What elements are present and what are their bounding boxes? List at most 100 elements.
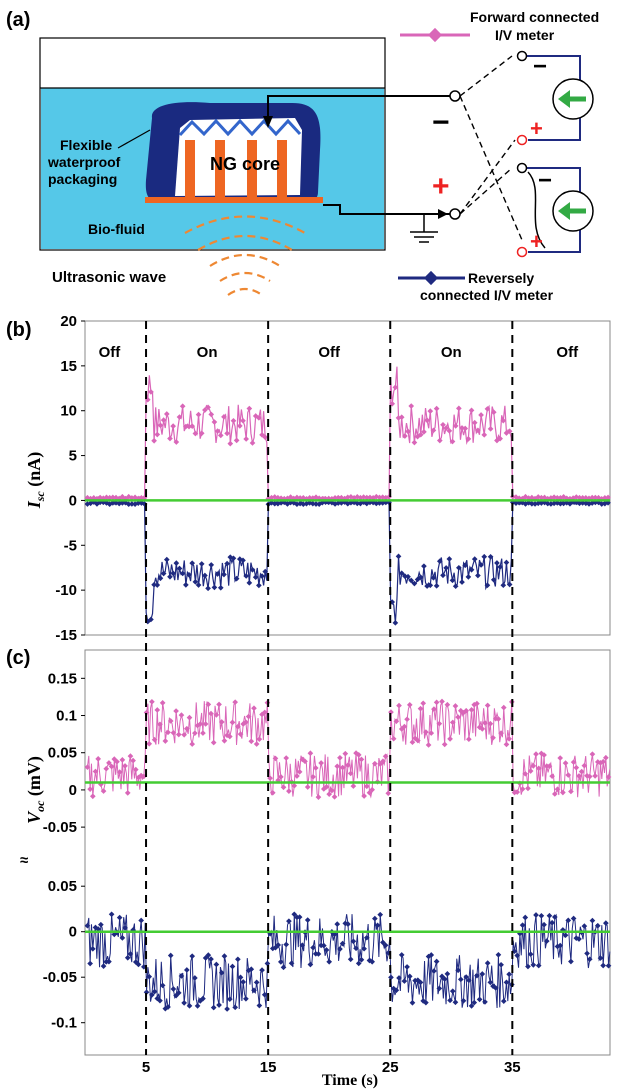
- plot-b-ytick: 5: [69, 448, 77, 465]
- packaging-pointer: [117, 129, 151, 149]
- plot-c-marker-reverse: [224, 1006, 230, 1012]
- plot-c-marker-forward: [406, 701, 413, 708]
- plot-b-marker-reverse: [449, 577, 456, 584]
- forward-meter-plus: +: [530, 116, 543, 141]
- plot-c-marker-forward: [347, 770, 354, 777]
- plot-c-marker-reverse: [337, 946, 343, 952]
- plot-c-marker-reverse: [167, 952, 174, 959]
- plot-b-marker-forward: [154, 431, 161, 438]
- plot-c-marker-forward: [498, 730, 504, 736]
- plot-c-marker-reverse: [122, 925, 128, 931]
- plot-c-marker-reverse: [428, 952, 435, 958]
- plot-c-marker-forward: [463, 707, 470, 714]
- plot-b-marker-forward: [402, 433, 408, 439]
- plot-b-marker-reverse: [183, 582, 189, 588]
- plot-b-marker-reverse: [506, 581, 513, 588]
- packaging-label-line3: packaging: [48, 171, 117, 187]
- plot-b-marker-reverse: [170, 570, 176, 577]
- plot-c-marker-reverse: [243, 995, 249, 1002]
- plot-c-marker-reverse: [216, 1002, 222, 1008]
- plot-c-upper-ytick: 0.15: [48, 670, 77, 687]
- plot-c-marker-reverse: [417, 979, 424, 986]
- plot-c-marker-forward: [500, 704, 507, 711]
- plot-c-marker-reverse: [347, 956, 354, 963]
- plot-c-marker-reverse: [479, 971, 486, 977]
- plot-c-marker-reverse: [165, 1004, 171, 1010]
- plot-c-marker-forward: [605, 774, 612, 780]
- plot-b-marker-reverse: [154, 582, 161, 588]
- plot-c-marker-forward: [181, 731, 187, 738]
- plot-c-xtick: 15: [260, 1059, 277, 1076]
- plot-c-marker-forward: [603, 754, 609, 761]
- plot-c-series-reverse: [86, 913, 611, 1010]
- plot-c-marker-forward: [474, 700, 480, 707]
- plot-b-marker-reverse: [252, 574, 259, 581]
- plot-c-marker-forward: [232, 699, 239, 706]
- plot-c-marker-forward: [205, 701, 212, 708]
- plot-c-marker-reverse: [108, 911, 115, 918]
- plot-c-marker-forward: [170, 729, 177, 736]
- plot-c-marker-reverse: [487, 979, 494, 986]
- plot-b-marker-reverse: [176, 565, 183, 572]
- plot-c-marker-reverse: [388, 974, 394, 981]
- plot-c-marker-reverse: [87, 960, 93, 967]
- plot-c-marker-reverse: [232, 1004, 239, 1011]
- reverse-legend-line2: connected I/V meter: [420, 287, 554, 303]
- plot-b-marker-reverse: [405, 573, 411, 580]
- plot-b-marker-forward: [443, 425, 449, 431]
- plot-c-marker-reverse: [350, 938, 357, 945]
- meter-connections: [459, 55, 523, 241]
- plot-b-marker-forward: [233, 437, 240, 444]
- plot-b-marker-forward: [452, 423, 459, 429]
- nanowire-3: [247, 140, 257, 197]
- plot-c-marker-reverse: [307, 961, 314, 968]
- forward-legend-line2: I/V meter: [495, 27, 555, 43]
- plot-b-marker-forward: [475, 427, 481, 434]
- plot-c-marker-forward: [431, 706, 437, 712]
- plot-c-marker-forward: [213, 712, 220, 718]
- plot-c-marker-forward: [380, 758, 386, 765]
- plot-b-marker-reverse: [214, 571, 221, 577]
- plot-b-marker-reverse: [411, 580, 418, 587]
- plot-c-marker-reverse: [253, 979, 260, 986]
- plot-c-marker-reverse: [519, 922, 526, 928]
- plot-c-marker-reverse: [286, 918, 292, 924]
- plot-c-marker-reverse: [530, 962, 537, 968]
- tank-outline: [39, 37, 386, 251]
- plot-c-marker-reverse: [210, 1004, 217, 1011]
- plot-b-marker-forward: [214, 428, 221, 434]
- plot-c-marker-reverse: [240, 979, 247, 985]
- plot-c-marker-reverse: [178, 973, 185, 979]
- plot-c-marker-reverse: [363, 934, 370, 941]
- plot-c-marker-forward: [253, 741, 260, 747]
- plot-c-marker-reverse: [562, 932, 569, 939]
- plot-c-marker-forward: [229, 719, 236, 726]
- plot-b-marker-forward: [163, 411, 170, 417]
- plot-c-marker-reverse: [463, 974, 470, 980]
- plot-c-marker-forward: [479, 726, 486, 732]
- plot-b-marker-reverse: [148, 616, 154, 623]
- plot-c-marker-forward: [484, 702, 491, 709]
- plot-c-marker-forward: [162, 738, 169, 744]
- plot-c-marker-forward: [291, 782, 298, 789]
- plot-b-marker-forward: [436, 437, 443, 444]
- plot-c-marker-forward: [157, 721, 163, 728]
- plot-c-marker-forward: [455, 714, 461, 721]
- plot-c-marker-forward: [369, 786, 375, 793]
- plot-c-marker-forward: [578, 768, 585, 775]
- plot-c-marker-forward: [466, 736, 472, 743]
- panel-b-label: (b): [6, 319, 32, 341]
- plot-c-marker-forward: [535, 765, 542, 772]
- plot-c-marker-forward: [339, 764, 346, 771]
- plot-b-series: [84, 366, 611, 626]
- plot-c-marker-forward: [393, 718, 400, 725]
- plot-c-marker-forward: [261, 709, 268, 716]
- plot-c-marker-reverse: [278, 959, 284, 965]
- bio-fluid-label: Bio-fluid: [88, 221, 145, 237]
- plot-c-marker-forward: [304, 784, 311, 790]
- plot-c-marker-forward: [202, 721, 209, 727]
- plot-c-marker-forward: [173, 708, 179, 714]
- plot-c-marker-reverse: [283, 941, 290, 948]
- plot-c-marker-reverse: [543, 938, 550, 944]
